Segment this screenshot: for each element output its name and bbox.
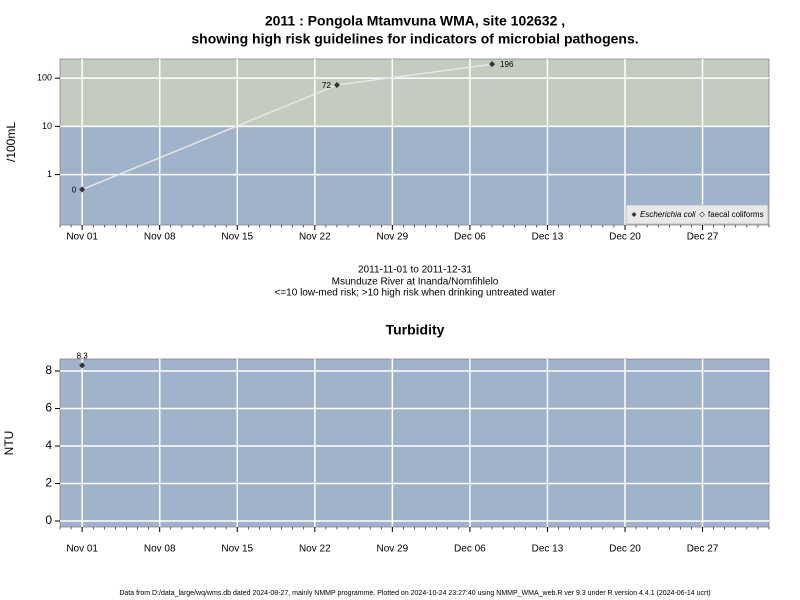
x-tick-label: Nov 22 (299, 232, 331, 243)
x-tick-label: Dec 27 (687, 544, 719, 555)
note: 2011-11-01 to 2011-12-31 (358, 265, 472, 276)
y-tick-label: 1 (47, 169, 52, 179)
y-axis-label: NTU (2, 431, 16, 456)
y-tick-label: 6 (45, 401, 52, 415)
y-tick-label: 4 (45, 438, 52, 452)
data-label: 0 (72, 186, 77, 195)
x-tick-label: Nov 01 (66, 232, 98, 243)
x-tick-label: Dec 20 (609, 544, 641, 555)
data-point (333, 82, 340, 89)
legend-marker (699, 211, 705, 218)
x-tick-label: Nov 29 (377, 232, 409, 243)
x-tick-label: Nov 22 (299, 544, 331, 555)
chart-title: 2011 : Pongola Mtamvuna WMA, site 102632… (265, 13, 565, 29)
x-tick-label: Dec 13 (532, 544, 564, 555)
y-tick-label: 2 (45, 476, 52, 490)
data-point (79, 186, 86, 193)
plot-background (60, 359, 769, 527)
data-label: 8.3 (77, 351, 89, 360)
x-tick-label: Nov 29 (377, 544, 409, 555)
y-tick-label: 8 (45, 363, 52, 377)
x-tick-label: Nov 01 (66, 544, 98, 555)
note: Msunduze River at Inanda/Nomfihlelo (332, 277, 499, 288)
x-tick-label: Dec 06 (454, 544, 486, 555)
x-tick-label: Nov 08 (144, 232, 176, 243)
x-tick-label: Nov 08 (144, 544, 176, 555)
y-tick-label: 0 (45, 513, 52, 527)
x-tick-label: Nov 15 (221, 232, 253, 243)
x-tick-label: Dec 20 (609, 232, 641, 243)
y-axis-label: /100mL (4, 122, 18, 162)
chart-title: Turbidity (386, 322, 445, 338)
x-tick-label: Dec 13 (532, 232, 564, 243)
legend-marker (631, 212, 637, 217)
data-label: 196 (500, 60, 514, 69)
x-tick-label: Nov 15 (221, 544, 253, 555)
note: <=10 low-med risk; >10 high risk when dr… (275, 288, 557, 299)
x-tick-label: Dec 27 (687, 232, 719, 243)
data-point (489, 61, 496, 68)
y-tick-label: 100 (37, 73, 52, 83)
footer: Data from D:/data_large/wq/wms.db dated … (119, 590, 710, 597)
chart-subtitle: showing high risk guidelines for indicat… (191, 31, 638, 47)
legend-box (625, 204, 769, 225)
high-risk-band (60, 59, 769, 127)
data-label: 72 (322, 81, 331, 90)
legend-label: faecal coliforms (708, 210, 764, 219)
data-point (79, 362, 86, 369)
y-tick-label: 10 (42, 121, 52, 131)
legend-label: Escherichia coli (640, 210, 696, 219)
x-tick-label: Dec 06 (454, 232, 486, 243)
